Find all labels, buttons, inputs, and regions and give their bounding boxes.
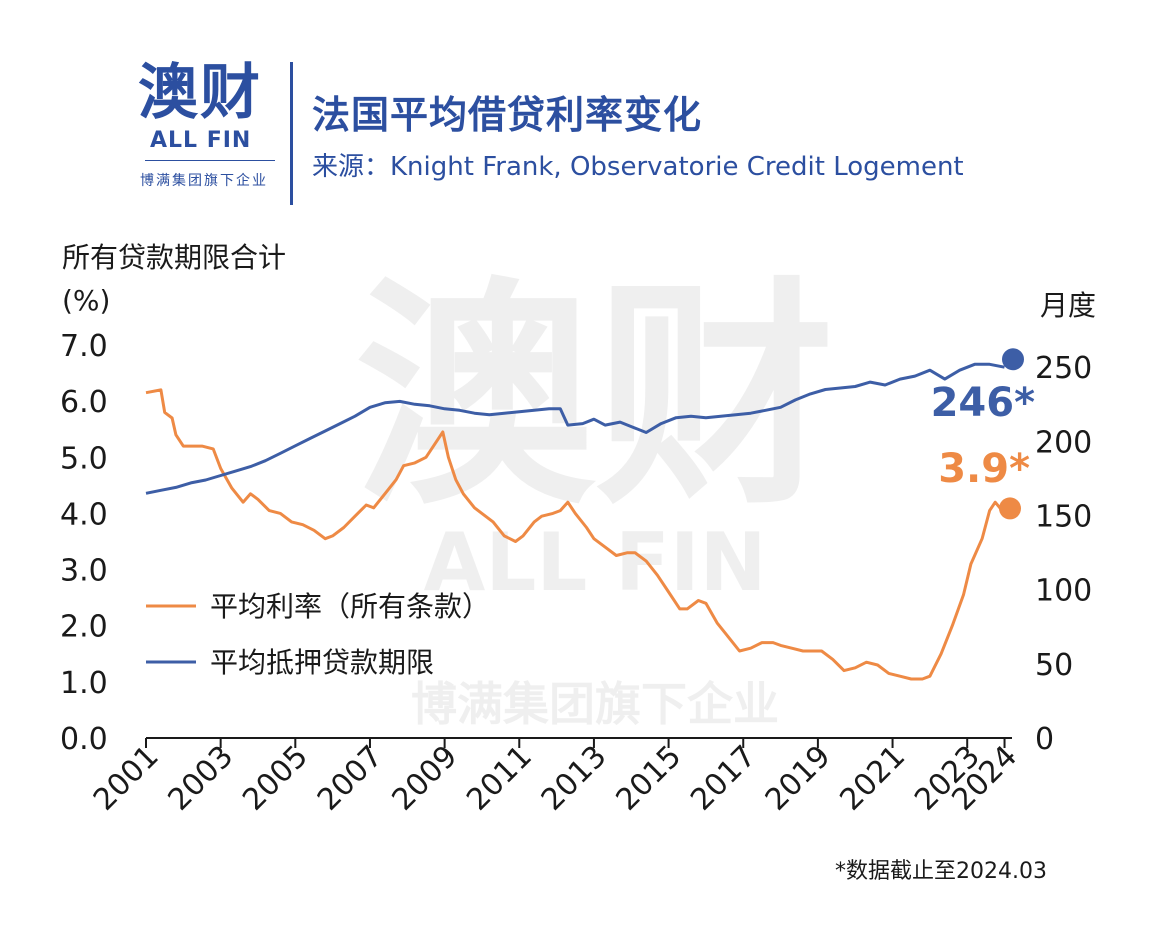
chart-source: 来源：Knight Frank, Observatorie Credit Log… [312, 152, 964, 182]
x-tick-label: 2013 [535, 739, 614, 818]
legend-label-rate: 平均利率（所有条款） [210, 590, 490, 623]
right-axis-title: 月度 [1040, 289, 1097, 322]
x-tick-label: 2005 [236, 739, 315, 818]
rate-end-marker [999, 497, 1021, 520]
watermark-logo: 澳财 [355, 257, 835, 537]
right-y-tick-label: 0 [1035, 722, 1054, 757]
left-y-tick-label: 5.0 [60, 441, 108, 476]
term-end-label: 246* [931, 380, 1035, 426]
x-tick-label: 2009 [386, 739, 465, 818]
right-y-tick-label: 50 [1035, 648, 1073, 683]
x-tick-label: 2021 [833, 739, 912, 818]
left-y-tick-label: 3.0 [60, 554, 108, 589]
left-y-tick-label: 1.0 [60, 666, 108, 701]
logo-subtitle: 博满集团旗下企业 [140, 173, 268, 189]
x-tick-label: 2017 [684, 739, 763, 818]
watermark: 澳财 ALL FIN 博满集团旗下企业 [355, 257, 835, 731]
left-y-tick-label: 6.0 [60, 385, 108, 420]
right-y-tick-label: 250 [1035, 351, 1092, 386]
term-end-marker [1002, 348, 1024, 371]
series-line-rate [145, 388, 1006, 681]
x-tick-label: 2015 [610, 739, 689, 818]
x-tick-label: 2007 [311, 739, 390, 818]
watermark-subtitle: 博满集团旗下企业 [411, 677, 779, 731]
right-y-tick-label: 150 [1035, 500, 1092, 535]
logo-english: ALL FIN [150, 128, 252, 153]
left-axis-unit: (%) [62, 284, 111, 317]
x-tick-label: 2011 [460, 739, 539, 818]
x-tick-label: 2003 [162, 739, 241, 818]
legend: 平均利率（所有条款） 平均抵押贷款期限 [146, 590, 490, 679]
x-tick-label: 2019 [759, 739, 838, 818]
left-y-tick-label: 4.0 [60, 497, 108, 532]
footnote: *数据截止至2024.03 [835, 859, 1047, 884]
rate-end-label: 3.9* [938, 446, 1030, 492]
left-y-tick-label: 2.0 [60, 610, 108, 645]
left-y-tick-label: 0.0 [60, 722, 108, 757]
left-y-tick-label: 7.0 [60, 329, 108, 364]
logo-wordmark: 澳财 [138, 58, 262, 128]
left-axis-title: 所有贷款期限合计 [62, 241, 287, 274]
series-line-term [145, 362, 1005, 495]
right-y-tick-label: 200 [1035, 425, 1092, 460]
chart-title: 法国平均借贷利率变化 [312, 93, 703, 137]
header-divider [290, 62, 293, 205]
right-y-tick-label: 100 [1035, 574, 1092, 609]
logo-divider [145, 160, 275, 161]
watermark-english: ALL FIN [423, 516, 766, 609]
legend-label-term: 平均抵押贷款期限 [210, 646, 434, 679]
